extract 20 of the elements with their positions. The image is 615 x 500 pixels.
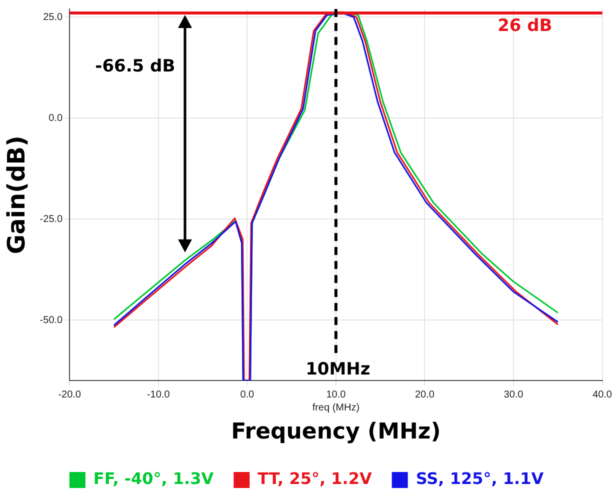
x-tick-label: 40.0 xyxy=(592,389,612,400)
x-tick-label: 0.0 xyxy=(240,389,255,400)
y-axis-title: Gain(dB) xyxy=(2,135,31,254)
legend-label: SS, 125°, 1.1V xyxy=(416,469,544,488)
y-tick-label: 0.0 xyxy=(48,112,64,124)
y-tick-label: 25.0 xyxy=(43,12,64,23)
x-tick-label: -10.0 xyxy=(146,389,170,400)
x-tick-label: 10.0 xyxy=(326,389,346,400)
y-tick-label: -50.0 xyxy=(40,314,64,326)
x-axis-title: Frequency (MHz) xyxy=(231,420,441,445)
annotation: -66.5 dB xyxy=(95,56,176,76)
ref-line-label: 10MHz xyxy=(306,360,370,380)
x-tick-label: 20.0 xyxy=(414,389,435,400)
ref-line-label: 26 dB xyxy=(498,16,552,36)
legend-label: FF, -40°, 1.3V xyxy=(93,469,214,488)
x-tick-label: -20.0 xyxy=(58,389,82,400)
legend-label: TT, 25°, 1.2V xyxy=(258,469,372,488)
x-tick-label: 30.0 xyxy=(504,389,524,400)
y-tick-label: -25.0 xyxy=(40,214,64,225)
text: freq (MHz) xyxy=(312,402,360,414)
